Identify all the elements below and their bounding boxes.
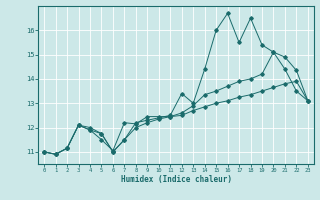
X-axis label: Humidex (Indice chaleur): Humidex (Indice chaleur) — [121, 175, 231, 184]
